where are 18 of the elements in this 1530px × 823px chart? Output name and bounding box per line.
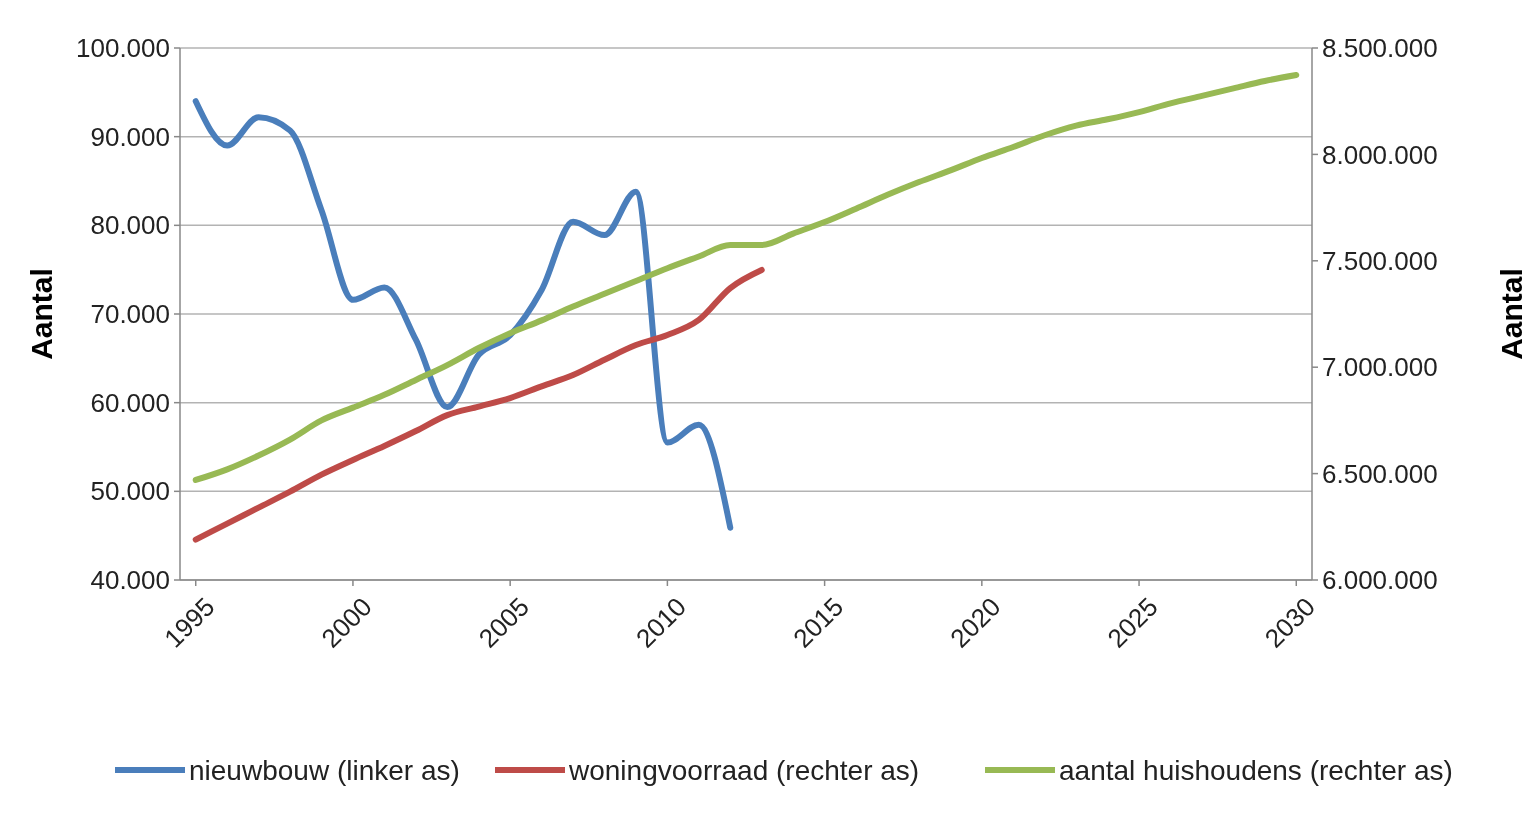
legend-label: woningvoorraad (rechter as)	[568, 754, 920, 786]
y-tick-label: 60.000	[90, 387, 170, 418]
y2-tick-label: 8.000.000	[1322, 139, 1438, 170]
y2-tick-label: 8.500.000	[1322, 33, 1438, 64]
y-tick-label: 100.000	[76, 33, 170, 64]
legend-label: aantal huishoudens (rechter as)	[1059, 754, 1453, 786]
y-tick-label: 80.000	[90, 210, 170, 241]
y2-tick-label: 7.000.000	[1322, 352, 1438, 383]
y2-tick-label: 6.500.000	[1322, 458, 1438, 489]
y-tick-label: 50.000	[90, 476, 170, 507]
legend-label: nieuwbouw (linker as)	[189, 754, 460, 786]
y2-tick-label: 6.000.000	[1322, 565, 1438, 596]
y-axis-title: Aantal	[25, 268, 58, 360]
y-tick-label: 70.000	[90, 299, 170, 330]
y-tick-label: 40.000	[90, 565, 170, 596]
y2-tick-label: 7.500.000	[1322, 245, 1438, 276]
y2-axis-title: Aantal	[1495, 268, 1528, 360]
y-tick-label: 90.000	[90, 121, 170, 152]
